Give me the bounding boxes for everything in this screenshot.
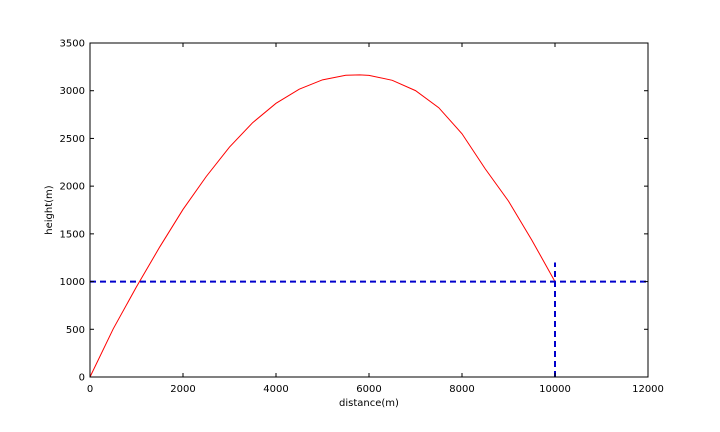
y-tick-label: 1000: [60, 277, 85, 288]
x-tick-label: 6000: [356, 384, 381, 395]
x-tick-label: 2000: [170, 384, 195, 395]
tick-labels: 0 2000 4000 6000 8000 10000 12000 0 500 1000 1500 2…: [60, 39, 664, 396]
y-axis-label: height(m): [44, 185, 55, 235]
y-tick-label: 3500: [60, 39, 85, 50]
x-tick-label: 10000: [539, 384, 571, 395]
y-tick-label: 1500: [60, 229, 85, 240]
x-tick-label: 0: [87, 384, 93, 395]
x-tick-label: 8000: [449, 384, 474, 395]
y-tick-label: 2500: [60, 134, 85, 145]
y-tick-label: 500: [66, 325, 85, 336]
x-tick-label: 12000: [632, 384, 664, 395]
x-axis-label: distance(m): [339, 398, 399, 409]
series-line-0: [89, 74, 556, 378]
y-tick-label: 2000: [60, 182, 85, 193]
plot-area: [89, 74, 648, 378]
y-tick-label: 0: [79, 373, 85, 384]
x-tick-label: 4000: [263, 384, 288, 395]
plot-frame: [89, 42, 649, 378]
axis-ticks: [89, 42, 649, 378]
y-tick-label: 3000: [60, 86, 85, 97]
